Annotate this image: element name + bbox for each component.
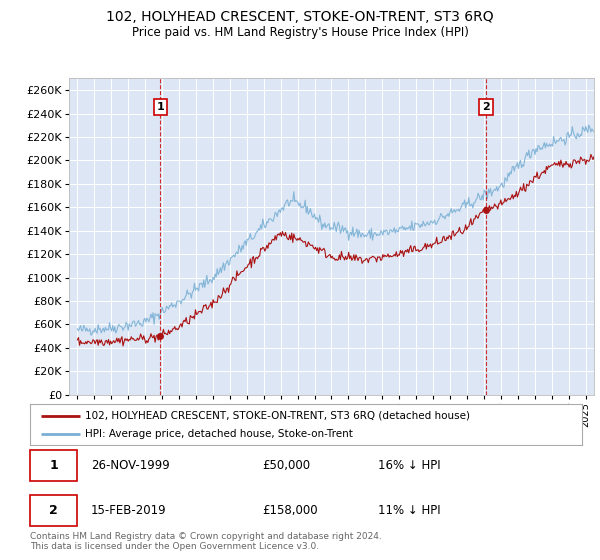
Text: Contains HM Land Registry data © Crown copyright and database right 2024.
This d: Contains HM Land Registry data © Crown c… <box>30 532 382 552</box>
Text: 102, HOLYHEAD CRESCENT, STOKE-ON-TRENT, ST3 6RQ (detached house): 102, HOLYHEAD CRESCENT, STOKE-ON-TRENT, … <box>85 411 470 421</box>
Text: 11% ↓ HPI: 11% ↓ HPI <box>378 503 440 517</box>
Text: HPI: Average price, detached house, Stoke-on-Trent: HPI: Average price, detached house, Stok… <box>85 429 353 438</box>
Text: 1: 1 <box>49 459 58 472</box>
FancyBboxPatch shape <box>30 450 77 481</box>
Text: £158,000: £158,000 <box>262 503 317 517</box>
Text: 15-FEB-2019: 15-FEB-2019 <box>91 503 166 517</box>
Text: 2: 2 <box>49 503 58 517</box>
Text: 16% ↓ HPI: 16% ↓ HPI <box>378 459 440 472</box>
Text: 1: 1 <box>157 102 164 112</box>
Text: Price paid vs. HM Land Registry's House Price Index (HPI): Price paid vs. HM Land Registry's House … <box>131 26 469 39</box>
Text: 26-NOV-1999: 26-NOV-1999 <box>91 459 169 472</box>
Text: £50,000: £50,000 <box>262 459 310 472</box>
Text: 2: 2 <box>482 102 490 112</box>
Text: 102, HOLYHEAD CRESCENT, STOKE-ON-TRENT, ST3 6RQ: 102, HOLYHEAD CRESCENT, STOKE-ON-TRENT, … <box>106 10 494 24</box>
FancyBboxPatch shape <box>30 494 77 526</box>
